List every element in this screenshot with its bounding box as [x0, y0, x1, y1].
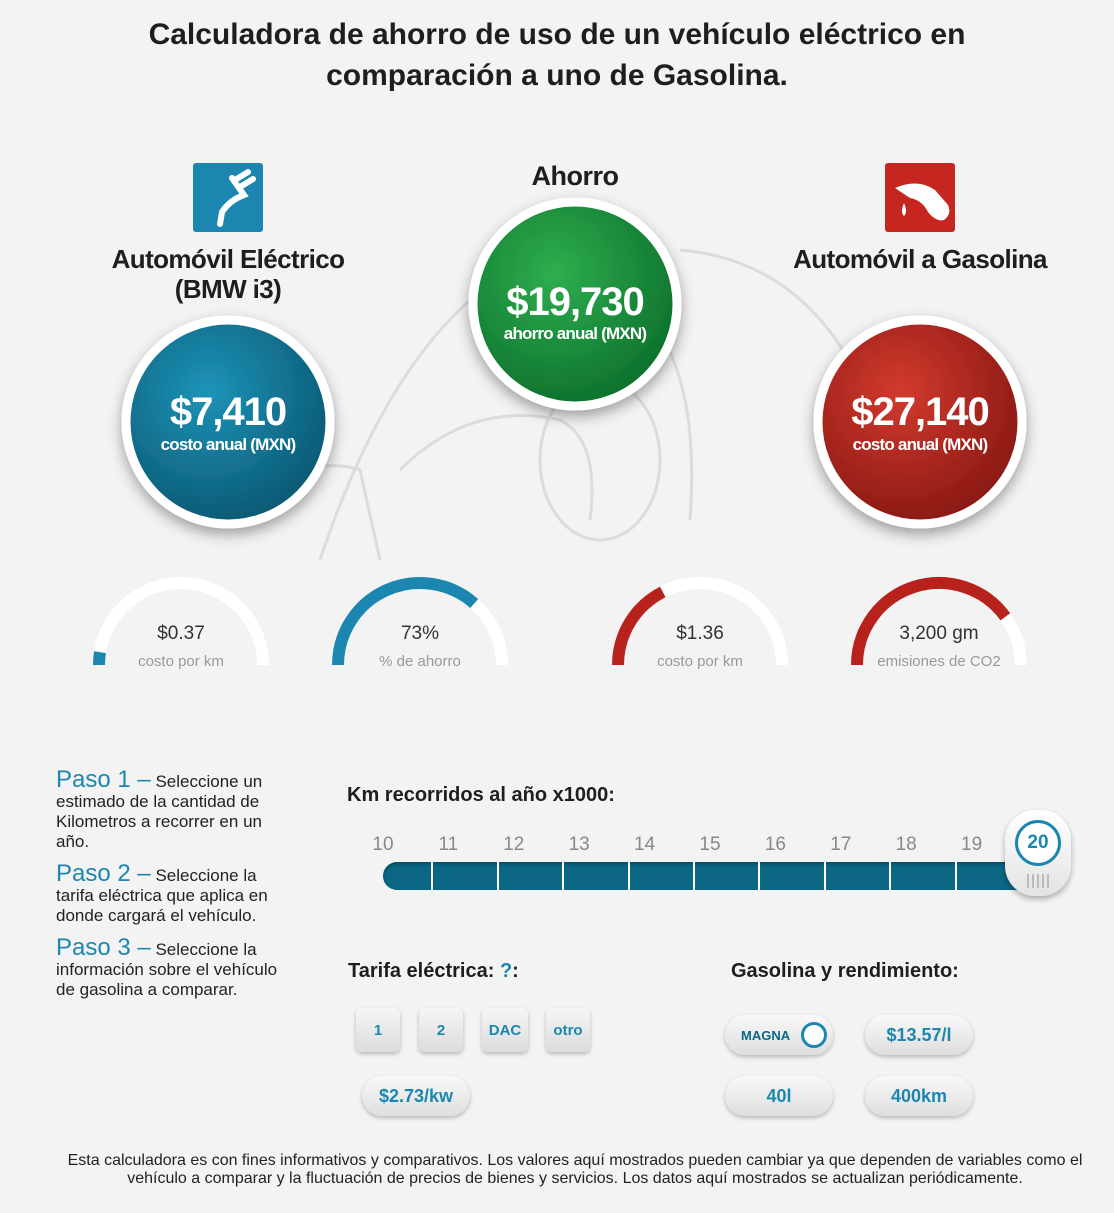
fuel-price[interactable]: $13.57/l — [865, 1015, 973, 1055]
tariff-option[interactable]: otro — [546, 1008, 590, 1052]
fuel-capacity[interactable]: 40l — [725, 1076, 833, 1116]
slider-track[interactable] — [383, 862, 1033, 890]
slider-divider — [431, 862, 433, 890]
gauge-label: % de ahorro — [379, 653, 461, 670]
tariff-option[interactable]: 2 — [419, 1008, 463, 1052]
gauges: $0.37 costo por km 73% % de ahorro $1.36 cost… — [99, 583, 1021, 670]
fuel-title: Gasolina y rendimiento: — [731, 960, 959, 983]
slider-divider — [889, 862, 891, 890]
step-label: Paso 1 – — [56, 766, 151, 793]
savings-title: Ahorro — [532, 161, 619, 191]
tariff-option[interactable]: DAC — [482, 1008, 528, 1052]
slider-tick: 12 — [494, 834, 534, 856]
step: Paso 2 – Seleccione la tarifa eléctrica … — [56, 864, 286, 926]
gauge-label: emisiones de CO2 — [877, 653, 1000, 670]
slider-divider — [824, 862, 826, 890]
tariff-option[interactable]: 1 — [356, 1008, 400, 1052]
gasoline-caption: costo anual (MXN) — [853, 435, 988, 454]
slider-tick: 19 — [952, 834, 992, 856]
gauge-fill — [99, 652, 100, 665]
gauge-value: $1.36 — [676, 623, 724, 644]
steps: Paso 1 – Seleccione un estimado de la ca… — [56, 770, 286, 1012]
savings-caption: ahorro anual (MXN) — [504, 324, 647, 343]
slider-divider — [955, 862, 957, 890]
tariff-help[interactable]: ? — [500, 960, 512, 982]
tariff-suffix: : — [512, 960, 519, 982]
electric-caption: costo anual (MXN) — [161, 435, 296, 454]
electric-amount: $7,410 — [170, 390, 286, 434]
step-label: Paso 3 – — [56, 934, 151, 961]
slider-divider — [693, 862, 695, 890]
fuel-range[interactable]: 400km — [865, 1076, 973, 1116]
gauge-value: 3,200 gm — [899, 623, 978, 644]
step: Paso 3 – Seleccione la información sobre… — [56, 938, 286, 1000]
gauge-label: costo por km — [657, 653, 743, 670]
slider-tick: 13 — [559, 834, 599, 856]
step: Paso 1 – Seleccione un estimado de la ca… — [56, 770, 286, 852]
slider-tick: 16 — [755, 834, 795, 856]
gasoline-title: Automóvil a Gasolina — [760, 244, 1080, 274]
fuel-type: MAGNA — [741, 1028, 790, 1043]
slider-handle[interactable]: 20 — [1005, 810, 1071, 896]
fuel-type-toggle[interactable]: MAGNA — [725, 1015, 833, 1055]
page-title: Calculadora de ahorro de uso de un vehíc… — [107, 14, 1007, 96]
gauge-value: 73% — [401, 623, 439, 644]
slider-label: Km recorridos al año x1000: — [347, 784, 615, 807]
tariff-heading: Tarifa eléctrica: ?: — [348, 960, 519, 983]
slider-divider — [562, 862, 564, 890]
gasoline-amount: $27,140 — [851, 390, 989, 434]
step-label: Paso 2 – — [56, 860, 151, 887]
electric-title: Automóvil Eléctrico (BMW i3) — [83, 244, 373, 304]
tariff-title: Tarifa eléctrica: — [348, 960, 494, 982]
slider-tick: 14 — [625, 834, 665, 856]
slider-divider — [628, 862, 630, 890]
slider-tick: 15 — [690, 834, 730, 856]
slider-divider — [497, 862, 499, 890]
gauge-fill — [618, 592, 663, 665]
slider-tick: 18 — [886, 834, 926, 856]
handle-grip — [1027, 874, 1049, 888]
slider-tick: 10 — [363, 834, 403, 856]
toggle-knob — [801, 1022, 827, 1048]
footer-note: Esta calculadora es con fines informativ… — [60, 1152, 1090, 1188]
gauge-value: $0.37 — [157, 623, 205, 644]
slider-value: 20 — [1015, 820, 1061, 866]
tariff-rate[interactable]: $2.73/kw — [362, 1076, 470, 1116]
slider-divider — [758, 862, 760, 890]
gauge-label: costo por km — [138, 653, 224, 670]
savings-amount: $19,730 — [506, 280, 644, 324]
slider-tick: 17 — [821, 834, 861, 856]
electric-icon — [193, 163, 263, 232]
page: $7,410 costo anual (MXN) $19,730 ahorro … — [0, 0, 1114, 1213]
slider-tick: 11 — [428, 834, 468, 856]
